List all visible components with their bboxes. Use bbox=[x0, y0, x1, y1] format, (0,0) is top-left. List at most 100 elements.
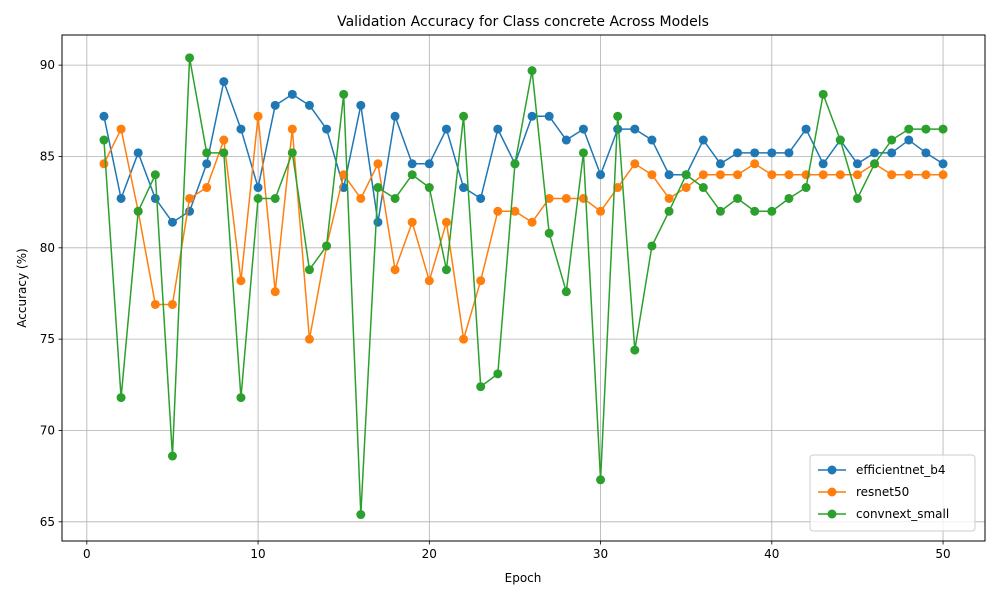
data-point bbox=[921, 148, 931, 158]
legend-label: convnext_small bbox=[856, 507, 949, 521]
series-line bbox=[103, 80, 944, 223]
data-point bbox=[407, 217, 417, 227]
x-axis-label: Epoch bbox=[505, 571, 542, 585]
data-point bbox=[801, 124, 811, 134]
data-point bbox=[904, 135, 914, 145]
data-point bbox=[390, 111, 400, 121]
series-layer bbox=[99, 53, 948, 520]
x-tick-label: 0 bbox=[83, 547, 91, 561]
data-point bbox=[424, 159, 434, 169]
data-point bbox=[938, 159, 948, 169]
data-point bbox=[647, 170, 657, 180]
data-point bbox=[253, 193, 263, 203]
data-point bbox=[715, 206, 725, 216]
data-point bbox=[133, 206, 143, 216]
data-point bbox=[767, 170, 777, 180]
data-point bbox=[938, 124, 948, 134]
data-point bbox=[921, 170, 931, 180]
y-tick-label: 75 bbox=[40, 332, 55, 346]
data-point bbox=[818, 89, 828, 99]
data-point bbox=[185, 193, 195, 203]
data-point bbox=[236, 276, 246, 286]
data-point bbox=[921, 124, 931, 134]
data-point bbox=[133, 148, 143, 158]
data-point bbox=[373, 183, 383, 193]
data-point bbox=[510, 206, 520, 216]
series-line bbox=[103, 57, 944, 516]
series-efficientnet_b4 bbox=[99, 77, 948, 227]
data-point bbox=[767, 148, 777, 158]
data-point bbox=[510, 159, 520, 169]
y-tick-label: 65 bbox=[40, 515, 55, 529]
y-tick-label: 85 bbox=[40, 149, 55, 163]
y-axis-label: Accuracy (%) bbox=[15, 248, 29, 327]
data-point bbox=[664, 206, 674, 216]
data-point bbox=[561, 287, 571, 297]
data-point bbox=[356, 100, 366, 110]
data-point bbox=[818, 159, 828, 169]
data-point bbox=[493, 206, 503, 216]
plot-frame bbox=[61, 34, 986, 542]
data-point bbox=[287, 89, 297, 99]
data-point bbox=[681, 170, 691, 180]
data-point bbox=[459, 111, 469, 121]
data-point bbox=[647, 135, 657, 145]
data-point bbox=[304, 265, 314, 275]
data-point bbox=[493, 124, 503, 134]
data-point bbox=[767, 206, 777, 216]
data-point bbox=[202, 148, 212, 158]
data-point bbox=[613, 183, 623, 193]
data-point bbox=[750, 159, 760, 169]
data-point bbox=[887, 170, 897, 180]
data-point bbox=[287, 124, 297, 134]
data-point bbox=[904, 170, 914, 180]
data-point bbox=[373, 159, 383, 169]
data-point bbox=[630, 159, 640, 169]
data-point bbox=[287, 148, 297, 158]
data-point bbox=[236, 124, 246, 134]
data-point bbox=[339, 170, 349, 180]
x-tick-label: 10 bbox=[250, 547, 265, 561]
legend-marker bbox=[827, 509, 837, 519]
data-point bbox=[219, 148, 229, 158]
data-point bbox=[527, 66, 537, 76]
data-point bbox=[441, 265, 451, 275]
data-point bbox=[715, 159, 725, 169]
y-tick-label: 80 bbox=[40, 241, 55, 255]
data-point bbox=[578, 124, 588, 134]
data-point bbox=[801, 183, 811, 193]
data-point bbox=[544, 193, 554, 203]
data-point bbox=[750, 148, 760, 158]
data-point bbox=[253, 183, 263, 193]
data-point bbox=[698, 183, 708, 193]
data-point bbox=[270, 100, 280, 110]
data-point bbox=[698, 135, 708, 145]
series-resnet50 bbox=[99, 111, 948, 344]
data-point bbox=[733, 193, 743, 203]
data-point bbox=[476, 276, 486, 286]
data-point bbox=[938, 170, 948, 180]
x-tick-label: 20 bbox=[422, 547, 437, 561]
data-point bbox=[407, 159, 417, 169]
data-point bbox=[664, 170, 674, 180]
legend: efficientnet_b4 resnet50 convnext_small bbox=[809, 454, 976, 532]
x-tick-label: 50 bbox=[935, 547, 950, 561]
data-point bbox=[219, 77, 229, 87]
data-point bbox=[99, 135, 109, 145]
data-point bbox=[441, 217, 451, 227]
data-point bbox=[202, 183, 212, 193]
data-point bbox=[459, 183, 469, 193]
data-point bbox=[167, 217, 177, 227]
data-point bbox=[715, 170, 725, 180]
data-point bbox=[630, 345, 640, 355]
data-point bbox=[835, 135, 845, 145]
legend-label: resnet50 bbox=[856, 485, 909, 499]
data-point bbox=[236, 393, 246, 403]
data-point bbox=[852, 170, 862, 180]
data-point bbox=[596, 170, 606, 180]
data-point bbox=[527, 217, 537, 227]
data-point bbox=[150, 193, 160, 203]
data-point bbox=[99, 159, 109, 169]
data-point bbox=[116, 193, 126, 203]
